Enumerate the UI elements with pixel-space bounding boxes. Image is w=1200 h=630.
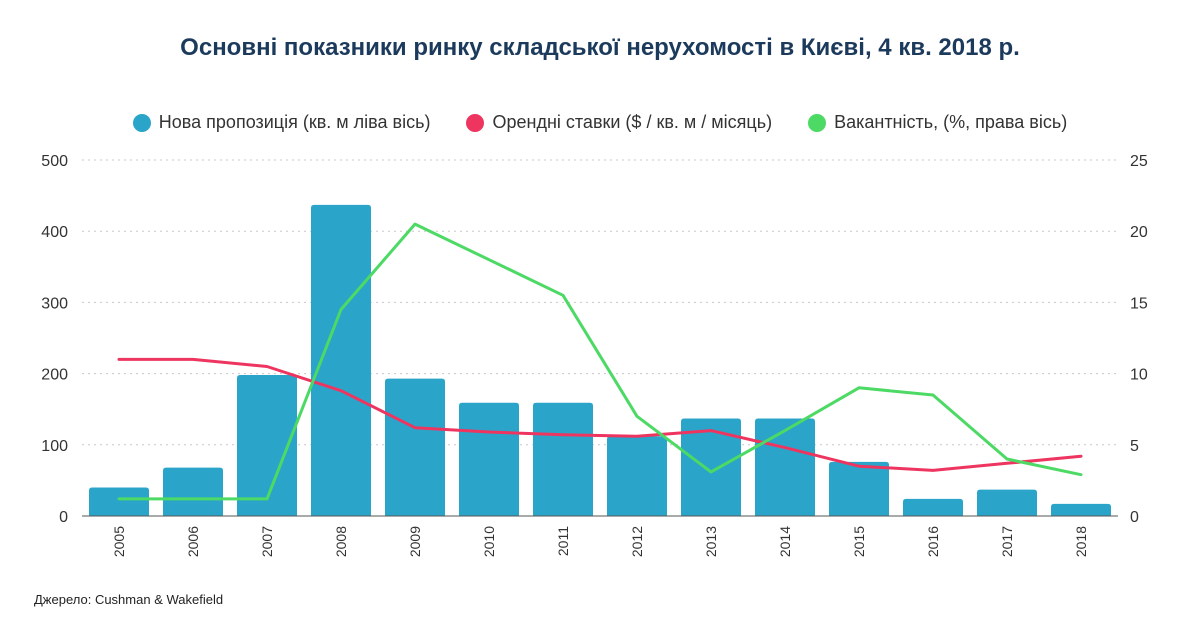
- lines: [117, 222, 1083, 501]
- y-left-tick-label: 500: [41, 153, 68, 170]
- x-tick-label: 2011: [555, 526, 571, 556]
- y-right-tick-label: 25: [1130, 153, 1148, 170]
- legend-item-supply: Нова пропозиція (кв. м ліва вісь): [132, 112, 431, 133]
- bar-2008: [311, 204, 371, 516]
- bar-2015: [829, 461, 889, 516]
- bar-2017: [977, 489, 1037, 516]
- bar-2009: [385, 378, 445, 516]
- legend-label-supply: Нова пропозиція (кв. м ліва вісь): [158, 112, 431, 132]
- legend-item-rent: Орендні ставки ($ / кв. м / місяць): [466, 112, 772, 133]
- y-left-tick-label: 200: [41, 367, 68, 384]
- y-right-tick-label: 10: [1130, 367, 1148, 384]
- y-right-tick-label: 5: [1130, 438, 1139, 455]
- legend-marker-rent: [466, 113, 485, 132]
- y-left-tick-label: 100: [41, 438, 68, 455]
- x-tick-label: 2015: [851, 526, 867, 557]
- x-tick-label: 2013: [703, 526, 719, 557]
- bar-2006: [163, 467, 223, 516]
- bar-2013: [681, 418, 741, 516]
- x-tick-label: 2017: [999, 526, 1015, 557]
- source-note: Джерело: Cushman & Wakefield: [34, 592, 224, 607]
- y-right-tick-label: 15: [1130, 295, 1148, 312]
- y-left-tick-label: 400: [41, 224, 68, 241]
- y-left-tick-label: 0: [59, 509, 68, 526]
- bar-2016: [903, 498, 963, 516]
- y-left-tick-label: 300: [41, 295, 68, 312]
- x-tick-label: 2008: [333, 526, 349, 557]
- x-tick-label: 2012: [629, 526, 645, 557]
- bar-2014: [755, 418, 815, 516]
- bar-2012: [607, 436, 667, 516]
- x-tick-label: 2014: [777, 526, 793, 557]
- legend-marker-supply: [132, 113, 151, 132]
- bar-2007: [237, 375, 297, 516]
- bar-2010: [459, 402, 519, 516]
- grid: [82, 159, 1118, 446]
- x-tick-label: 2009: [407, 526, 423, 557]
- bar-2005: [89, 487, 149, 516]
- legend-label-vacancy: Вакантність, (%, права вісь): [834, 112, 1068, 132]
- x-tick-label: 2005: [111, 526, 127, 557]
- x-tick-label: 2006: [185, 526, 201, 557]
- x-tick-label: 2018: [1073, 526, 1089, 557]
- y-right-tick-label: 0: [1130, 509, 1139, 526]
- legend-marker-vacancy: [808, 113, 827, 132]
- x-tick-label: 2007: [259, 526, 275, 557]
- chart-title: Основні показники ринку складської нерух…: [180, 34, 1020, 61]
- x-tick-label: 2016: [925, 526, 941, 557]
- x-tick-label: 2010: [481, 526, 497, 557]
- bar-2018: [1051, 503, 1111, 516]
- vacancy-line: [117, 222, 1083, 501]
- legend: Нова пропозиція (кв. м ліва вісь) Орендн…: [0, 112, 1200, 133]
- legend-label-rent: Орендні ставки ($ / кв. м / місяць): [492, 112, 773, 132]
- bar-2011: [533, 402, 593, 516]
- rent-line: [117, 357, 1083, 472]
- axes: 0 100 200 300 400 500 0 5 10 15 20 25 2005 2006 2007 20…: [41, 153, 1148, 557]
- y-right-tick-label: 20: [1130, 224, 1148, 241]
- legend-item-vacancy: Вакантність, (%, права вісь): [808, 112, 1067, 133]
